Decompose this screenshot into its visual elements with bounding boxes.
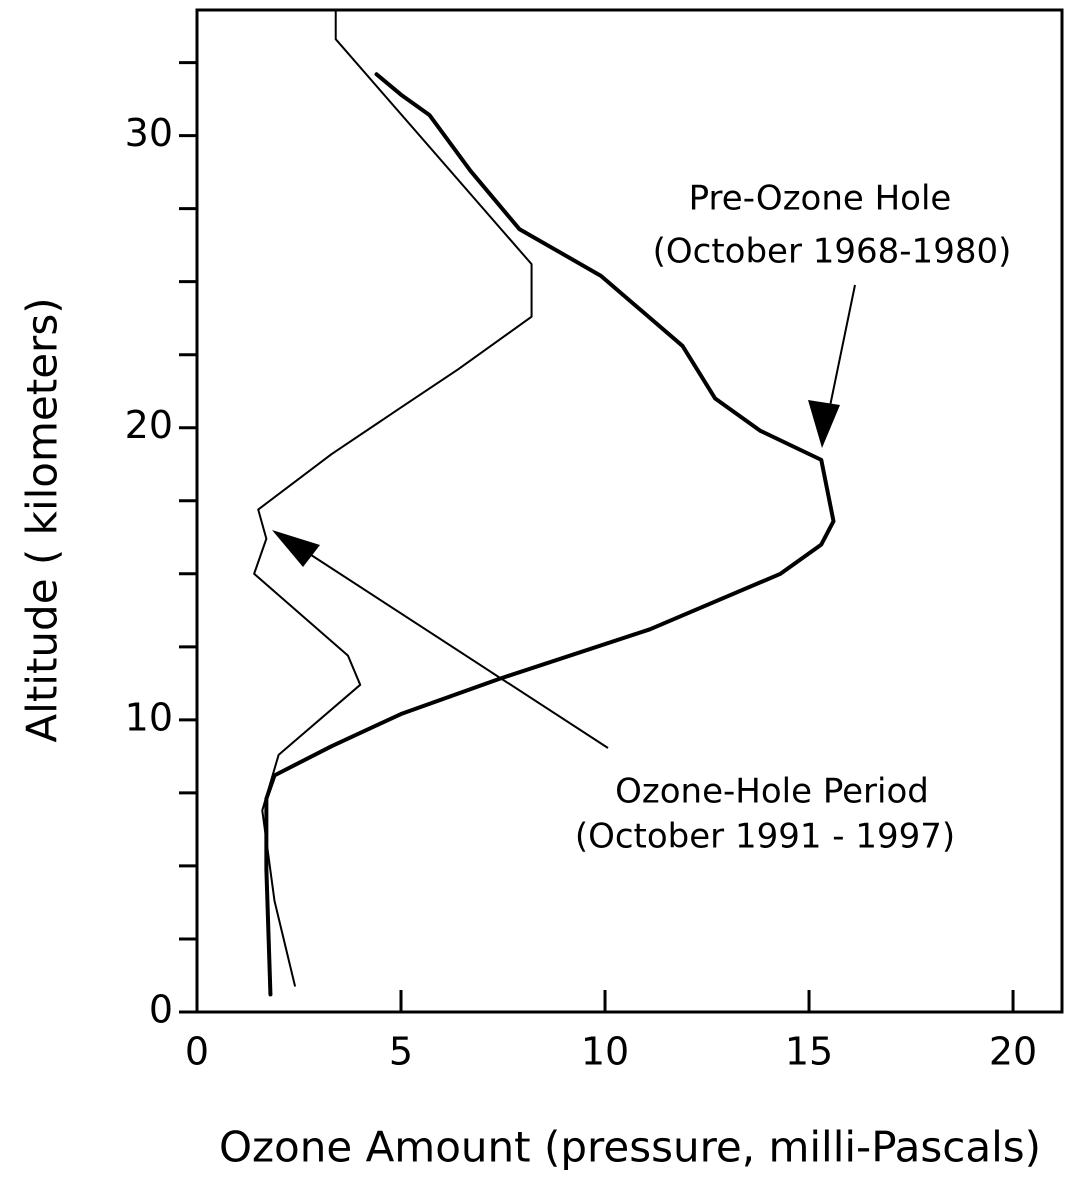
y-tick-label: 0 bbox=[149, 988, 173, 1032]
arrow bbox=[284, 537, 609, 749]
x-tick-label: 10 bbox=[581, 1030, 629, 1074]
x-tick-label: 0 bbox=[185, 1030, 209, 1074]
plot-frame bbox=[195, 8, 1064, 1014]
series-label: Ozone-Hole Period bbox=[615, 772, 929, 812]
series-line bbox=[253, 9, 533, 987]
arrow-head bbox=[808, 400, 840, 448]
x-tick-label: 20 bbox=[989, 1030, 1037, 1074]
y-tick-label: 20 bbox=[125, 403, 173, 447]
x-axis-label: Ozone Amount (pressure, milli-Pascals) bbox=[219, 1123, 1041, 1172]
arrow-head bbox=[272, 530, 320, 567]
y-axis-label: Altitude ( kilometers) bbox=[18, 297, 67, 742]
series-period: (October 1968-1980) bbox=[653, 232, 1012, 272]
series-period: (October 1991 - 1997) bbox=[575, 817, 955, 857]
series-label: Pre-Ozone Hole bbox=[689, 179, 952, 219]
x-tick-label: 5 bbox=[389, 1030, 413, 1074]
x-tick-label: 15 bbox=[785, 1030, 833, 1074]
y-tick-label: 30 bbox=[125, 111, 173, 155]
y-tick-label: 10 bbox=[125, 695, 173, 739]
series-line bbox=[264, 72, 836, 997]
